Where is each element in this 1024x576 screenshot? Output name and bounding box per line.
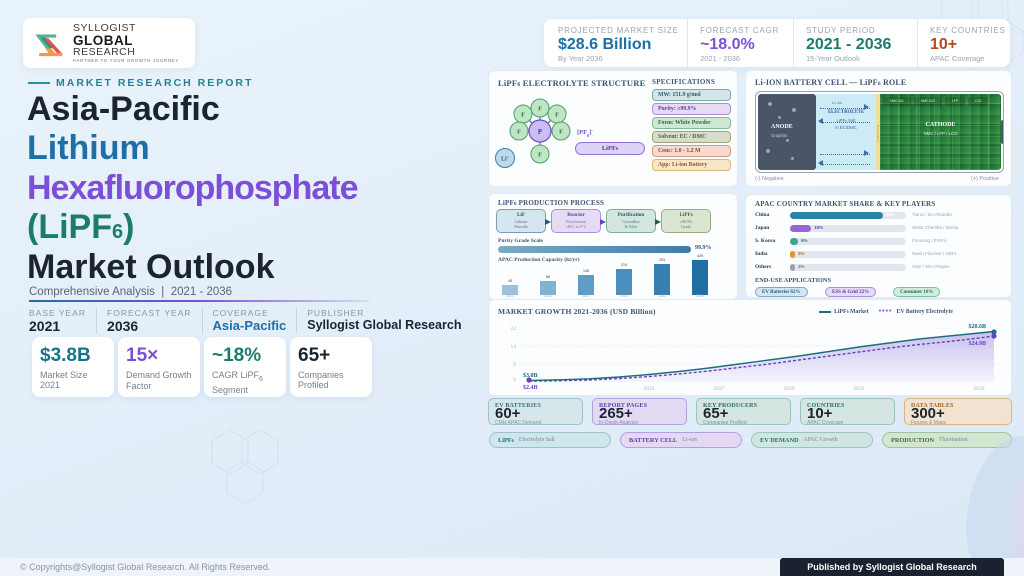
svg-text:$3.8B: $3.8B — [523, 372, 538, 379]
svg-text:F: F — [538, 105, 542, 112]
svg-text:0: 0 — [513, 377, 516, 383]
svg-text:$2.4B: $2.4B — [523, 384, 538, 391]
svg-text:$28.6B: $28.6B — [968, 323, 986, 330]
svg-text:P: P — [538, 129, 542, 136]
svg-text:F: F — [538, 151, 542, 158]
svg-text:2030: 2030 — [784, 386, 795, 392]
svg-text:F: F — [517, 128, 521, 135]
svg-text:14: 14 — [511, 344, 517, 350]
svg-text:F: F — [521, 111, 525, 118]
svg-text:[PF6]-: [PF6]- — [577, 128, 594, 138]
svg-text:F: F — [555, 111, 559, 118]
svg-text:2036: 2036 — [974, 386, 985, 392]
svg-text:2024: 2024 — [644, 386, 655, 392]
svg-text:F: F — [559, 128, 563, 135]
svg-text:22: 22 — [511, 326, 517, 332]
svg-text:2033: 2033 — [854, 386, 865, 392]
svg-text:2027: 2027 — [714, 386, 725, 392]
svg-text:$24.9B: $24.9B — [968, 340, 986, 347]
svg-text:8: 8 — [513, 362, 516, 368]
